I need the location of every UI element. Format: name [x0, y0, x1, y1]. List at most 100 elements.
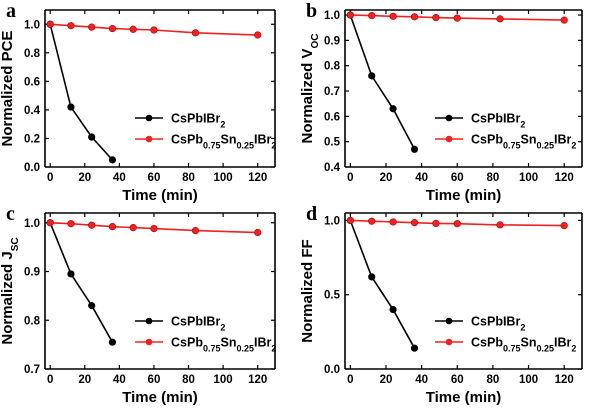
x-tick-label: 60: [451, 172, 464, 184]
text-part: IBr: [254, 336, 272, 350]
text-part: CsPbIBr: [171, 315, 220, 329]
panel-b: 0.4 0.5 0.6 0.7 0.8 0.9 1.0 0 20 40 60 80 100 120 Time…: [299, 0, 583, 204]
text-part: IBr: [254, 133, 272, 147]
data-point: [368, 273, 376, 281]
data-point: [108, 156, 117, 164]
panel-letter: b: [306, 0, 317, 22]
y-tick-label: 1.0: [24, 218, 40, 230]
data-point: [254, 31, 262, 39]
y-axis-title: Normalized JSC: [0, 237, 21, 344]
x-tick-label: 60: [148, 172, 161, 184]
data-point: [191, 226, 200, 235]
legend-label: CsPbIBr2: [471, 315, 525, 333]
y-tick-label: 0.9: [324, 35, 340, 47]
subscript: 0.75: [203, 344, 221, 354]
data-point: [88, 302, 96, 310]
legend-marker: [145, 317, 153, 325]
data-point: [389, 12, 397, 20]
data-point: [46, 20, 54, 28]
data-point: [453, 14, 461, 22]
subscript: 2: [520, 323, 525, 333]
legend-label: CsPbIBr2: [471, 112, 525, 130]
data-point: [129, 224, 137, 232]
text-part: CsPbIBr: [471, 112, 520, 126]
x-tick-label: 80: [182, 374, 195, 386]
text-part: IBr: [554, 336, 572, 350]
text-part: Sn: [520, 133, 536, 147]
panel-d: 0.0 0.5 1.0 0 20 40 60 80 100 120 Time (min) Normal…: [299, 203, 583, 406]
data-point: [88, 23, 96, 31]
subscript: 0.75: [203, 141, 221, 151]
y-tick-label: 1.0: [324, 215, 340, 227]
series-line: [49, 222, 114, 343]
x-tick-label: 100: [519, 374, 538, 386]
panel-letter: a: [6, 0, 16, 22]
series-cspbibr2: [346, 216, 419, 352]
x-tick-label: 100: [214, 374, 233, 386]
legend-marker: [445, 114, 453, 122]
y-tick-label: 0.6: [24, 76, 40, 88]
x-tick-label: 0: [47, 374, 53, 386]
series-cspbibr2: [346, 11, 419, 153]
data-point: [432, 13, 440, 22]
x-tick-label: 40: [415, 172, 428, 184]
legend-label: CsPb0.75Sn0.25IBr2: [171, 336, 276, 354]
subscript: 0.25: [536, 141, 554, 151]
data-point: [108, 24, 117, 33]
data-point: [410, 13, 419, 21]
y-tick-label: 0.8: [24, 315, 41, 327]
text-part: Sn: [520, 336, 536, 350]
y-tick-label: 0.5: [324, 137, 341, 149]
legend-marker: [145, 338, 153, 346]
data-point: [67, 22, 75, 30]
data-point: [346, 11, 354, 19]
text-part: Normalized FF: [299, 239, 316, 342]
x-tick-label: 120: [248, 374, 267, 386]
data-point: [88, 133, 96, 141]
text-part: Sn: [220, 336, 236, 350]
panel-c: 0.7 0.8 0.9 1.0 0 20 40 60 80 100 120 Time (min) Nor…: [0, 203, 276, 406]
x-tick-label: 80: [487, 374, 500, 386]
x-axis-title: Time (min): [426, 389, 502, 406]
x-tick-label: 20: [78, 172, 91, 184]
data-point: [368, 217, 376, 225]
x-tick-label: 80: [182, 172, 195, 184]
data-point: [560, 222, 568, 230]
subscript: SC: [10, 237, 21, 251]
series-line: [349, 14, 416, 150]
data-point: [129, 25, 137, 33]
x-tick-label: 120: [555, 374, 574, 386]
subscript: 0.25: [236, 344, 254, 354]
text-part: CsPb: [471, 336, 503, 350]
subscript: 2: [220, 120, 225, 130]
legend-entry: CsPbIBr2: [135, 315, 225, 333]
data-point: [453, 220, 461, 228]
y-tick-label: 0.0: [324, 364, 340, 376]
subscript: 0.25: [236, 141, 254, 151]
legend-label: CsPb0.75Sn0.25IBr2: [471, 336, 576, 354]
subscript: 2: [271, 141, 276, 151]
x-tick-label: 40: [113, 172, 126, 184]
data-point: [410, 219, 419, 227]
x-axis-title: Time (min): [426, 187, 502, 204]
legend-label: CsPb0.75Sn0.25IBr2: [171, 133, 276, 151]
y-tick-label: 0.7: [324, 86, 340, 98]
subscript: 2: [571, 344, 576, 354]
legend-marker: [445, 317, 453, 325]
x-tick-label: 60: [451, 374, 464, 386]
data-point: [368, 72, 376, 80]
series-cspb-sn-ibr2: [46, 20, 262, 39]
subscript: 0.75: [503, 344, 521, 354]
data-point: [67, 220, 75, 228]
subscript: 2: [271, 344, 276, 354]
y-tick-label: 0.6: [324, 111, 340, 123]
data-point: [108, 223, 117, 231]
legend-label: CsPbIBr2: [171, 112, 225, 130]
text-part: Normalized PCE: [0, 31, 16, 147]
text-part: Normalized V: [299, 48, 316, 143]
subscript: OC: [310, 33, 321, 48]
data-point: [150, 225, 158, 233]
y-tick-label: 0.7: [24, 364, 40, 376]
x-tick-label: 0: [47, 172, 53, 184]
y-axis-title: Normalized FF: [299, 239, 316, 342]
